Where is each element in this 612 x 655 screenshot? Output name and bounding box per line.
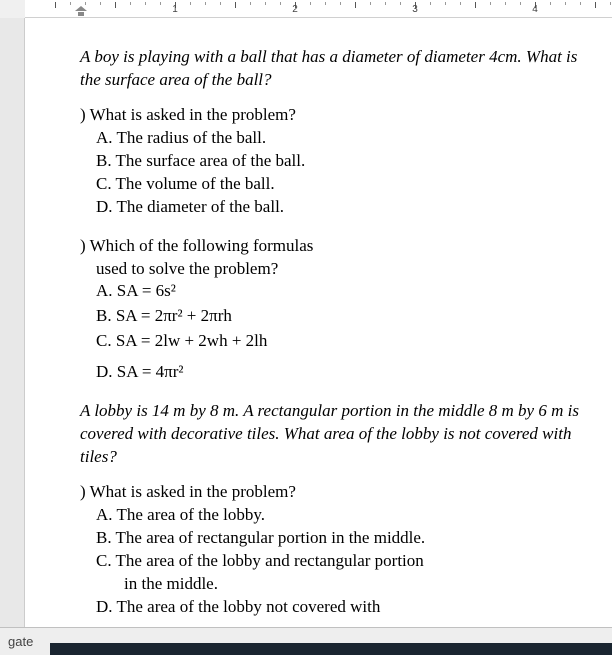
ruler-tick — [475, 2, 476, 8]
choice-c: C. SA = 2lw + 2wh + 2lh — [80, 330, 582, 353]
ruler-tick — [115, 2, 116, 8]
choice-c: C. The volume of the ball. — [80, 173, 582, 196]
status-text[interactable]: gate — [2, 634, 39, 649]
ruler-tick — [280, 2, 281, 5]
choice-a: A. The radius of the ball. — [80, 127, 582, 150]
ruler-tick — [85, 2, 86, 5]
ruler-tick — [445, 2, 446, 5]
ruler-label: 2 — [292, 4, 298, 15]
ruler-tick — [160, 2, 161, 5]
ruler-tick — [340, 2, 341, 5]
ruler-tick — [460, 2, 461, 5]
ruler-label: 3 — [412, 4, 418, 15]
ruler-tick — [310, 2, 311, 5]
ruler-tick — [580, 2, 581, 5]
ruler-tick — [235, 2, 236, 8]
ruler-tick — [430, 2, 431, 5]
ruler-tick — [190, 2, 191, 5]
ruler-tick — [520, 2, 521, 5]
ruler-tick — [610, 2, 611, 5]
problem2-q1: ) What is asked in the problem? A. The a… — [80, 481, 582, 619]
problem1-q2: ) Which of the following formulas used t… — [80, 235, 582, 385]
ruler-tick — [325, 2, 326, 5]
choice-c-cont: in the middle. — [80, 573, 582, 596]
ruler-tick — [220, 2, 221, 5]
document-page[interactable]: A boy is playing with a ball that has a … — [25, 18, 612, 627]
ruler-tick — [70, 2, 71, 5]
ruler-label: 1 — [172, 4, 178, 15]
choice-d: D. SA = 4πr² — [80, 361, 582, 384]
horizontal-ruler: 1 2 3 4 — [25, 0, 612, 18]
choice-a: A. SA = 6s² — [80, 280, 582, 303]
ruler-tick — [265, 2, 266, 5]
problem2-text: A lobby is 14 m by 8 m. A rectangular po… — [80, 400, 582, 469]
problem1-q1: ) What is asked in the problem? A. The r… — [80, 104, 582, 219]
ruler-tick — [100, 2, 101, 5]
page-container: A boy is playing with a ball that has a … — [0, 18, 612, 627]
left-gutter — [0, 18, 25, 627]
ruler-tick — [130, 2, 131, 5]
question-stem: ) What is asked in the problem? — [80, 481, 582, 504]
question-stem: ) Which of the following formulas — [80, 235, 582, 258]
ruler-tick — [55, 2, 56, 8]
choice-c: C. The area of the lobby and rectangular… — [80, 550, 582, 573]
status-bar: gate — [0, 627, 612, 655]
ruler-tick — [490, 2, 491, 5]
margin-indicator-icon[interactable] — [75, 6, 87, 16]
choice-d: D. The diameter of the ball. — [80, 196, 582, 219]
choice-a: A. The area of the lobby. — [80, 504, 582, 527]
ruler-tick — [550, 2, 551, 5]
task-strip — [50, 643, 612, 655]
ruler-tick — [595, 2, 596, 8]
choice-b: B. SA = 2πr² + 2πrh — [80, 305, 582, 328]
ruler-tick — [145, 2, 146, 5]
choice-b: B. The surface area of the ball. — [80, 150, 582, 173]
question-stem-cont: used to solve the problem? — [80, 258, 582, 281]
ruler-tick — [205, 2, 206, 5]
ruler-label: 4 — [532, 4, 538, 15]
ruler-tick — [385, 2, 386, 5]
ruler-tick — [355, 2, 356, 8]
ruler-tick — [370, 2, 371, 5]
ruler-tick — [400, 2, 401, 5]
ruler-tick — [250, 2, 251, 5]
ruler-tick — [565, 2, 566, 5]
question-stem: ) What is asked in the problem? — [80, 104, 582, 127]
choice-d: D. The area of the lobby not covered wit… — [80, 596, 582, 619]
ruler-tick — [505, 2, 506, 5]
problem1-text: A boy is playing with a ball that has a … — [80, 46, 582, 92]
choice-b: B. The area of rectangular portion in th… — [80, 527, 582, 550]
